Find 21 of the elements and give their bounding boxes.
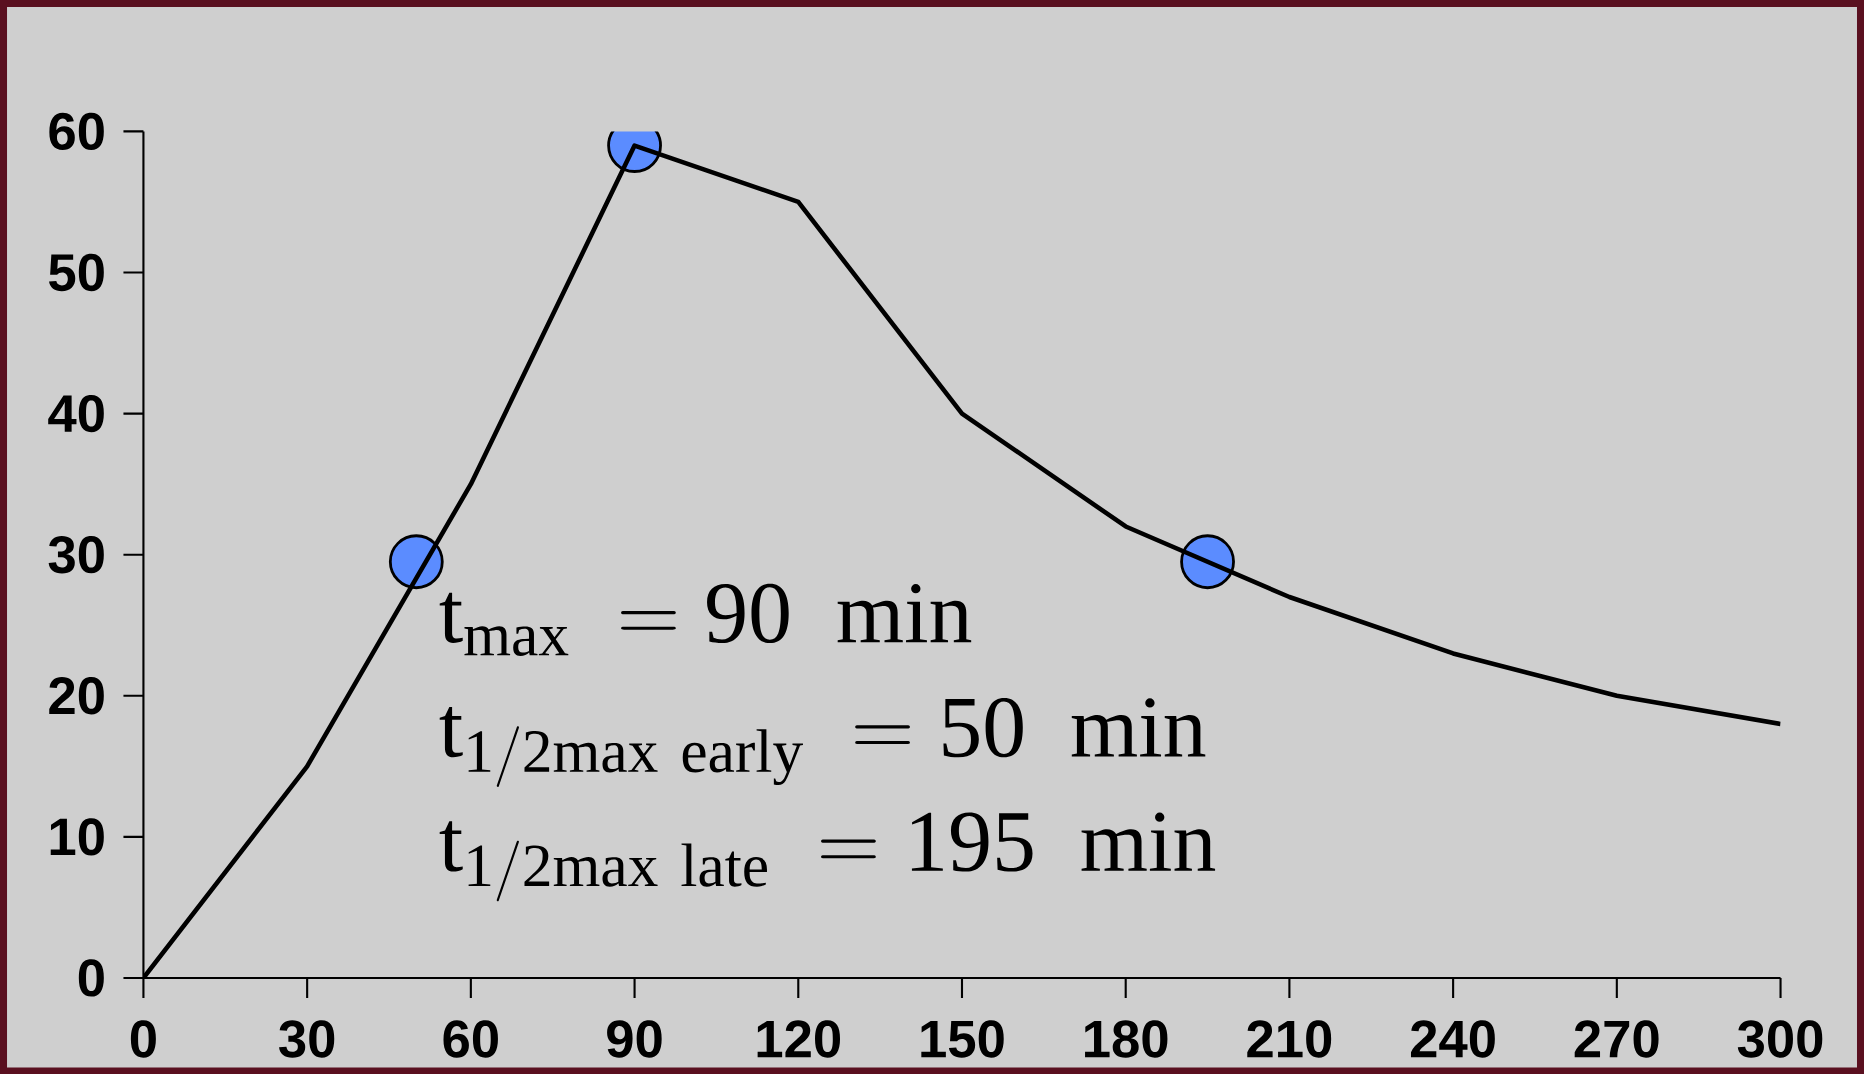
x-tick-label: 210 [1247,1020,1332,1058]
y-tick-label: 0 [78,959,104,997]
y-tick-label: 50 [49,253,104,291]
x-tick-label: 120 [757,1020,841,1058]
annotation: $\mathrm{t_{1/2max\ early}\ = 50\ \ min}$ [439,697,1206,787]
x-tick-label: 60 [443,1020,498,1058]
y-tick-label: 20 [49,676,104,715]
y-tick-label: 30 [48,535,104,574]
x-tick-label: 90 [607,1020,662,1058]
y-tick-label: 40 [48,394,104,433]
y-tick-label: 60 [49,112,104,150]
annotation: $\mathrm{t_{1/2max\ late}\ = 195\ \ min}$ [439,812,1216,901]
x-tick-label: 0 [130,1020,156,1058]
x-tick-label: 30 [279,1020,335,1058]
y-tick-label: 10 [50,818,104,856]
x-tick-label: 270 [1574,1020,1659,1058]
x-tick-label: 300 [1737,1020,1823,1058]
x-tick-label: 240 [1410,1020,1495,1058]
x-tick-label: 150 [921,1020,1004,1058]
x-tick-label: 180 [1085,1020,1168,1058]
annotation: $\mathrm{t_{max}\ = 90\ \ min}$ [439,583,972,656]
